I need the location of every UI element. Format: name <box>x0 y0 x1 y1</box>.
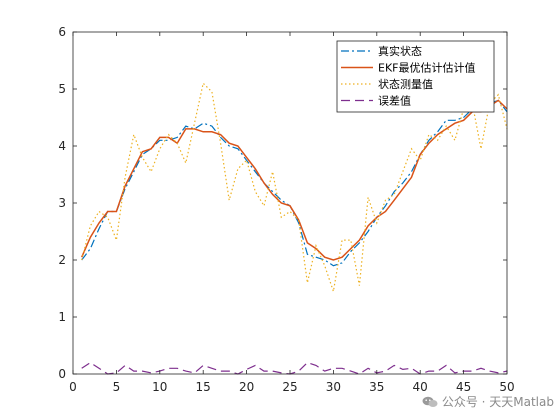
y-tick-label: 5 <box>58 82 66 96</box>
y-tick-label: 2 <box>58 253 66 267</box>
y-tick-label: 0 <box>58 367 66 381</box>
x-tick-label: 40 <box>413 380 428 394</box>
x-tick-label: 50 <box>499 380 514 394</box>
x-tick-label: 20 <box>239 380 254 394</box>
legend-label-2: EKF最优估计估计值 <box>378 62 476 75</box>
x-tick-label: 15 <box>196 380 211 394</box>
legend-label-1: 真实状态 <box>378 44 422 58</box>
x-tick-label: 45 <box>456 380 471 394</box>
legend-label-4: 误差值 <box>378 94 411 108</box>
x-tick-label: 10 <box>152 380 167 394</box>
y-tick-label: 3 <box>58 196 66 210</box>
wechat-icon <box>422 396 438 407</box>
series-line-4 <box>81 361 508 375</box>
y-tick-label: 4 <box>58 139 66 153</box>
x-tick-label: 35 <box>369 380 384 394</box>
y-tick-label: 1 <box>58 310 66 324</box>
watermark: 公众号 · 天天Matlab <box>422 393 554 410</box>
y-tick-label: 6 <box>58 25 66 39</box>
x-tick-label: 30 <box>326 380 341 394</box>
x-tick-label: 5 <box>113 380 121 394</box>
x-tick-label: 25 <box>282 380 297 394</box>
x-tick-label: 0 <box>69 380 77 394</box>
series-line-2 <box>81 99 508 261</box>
series-layer <box>81 82 508 375</box>
watermark-text: 公众号 · 天天Matlab <box>441 395 554 409</box>
legend-label-3: 状态测量值 <box>378 77 433 91</box>
